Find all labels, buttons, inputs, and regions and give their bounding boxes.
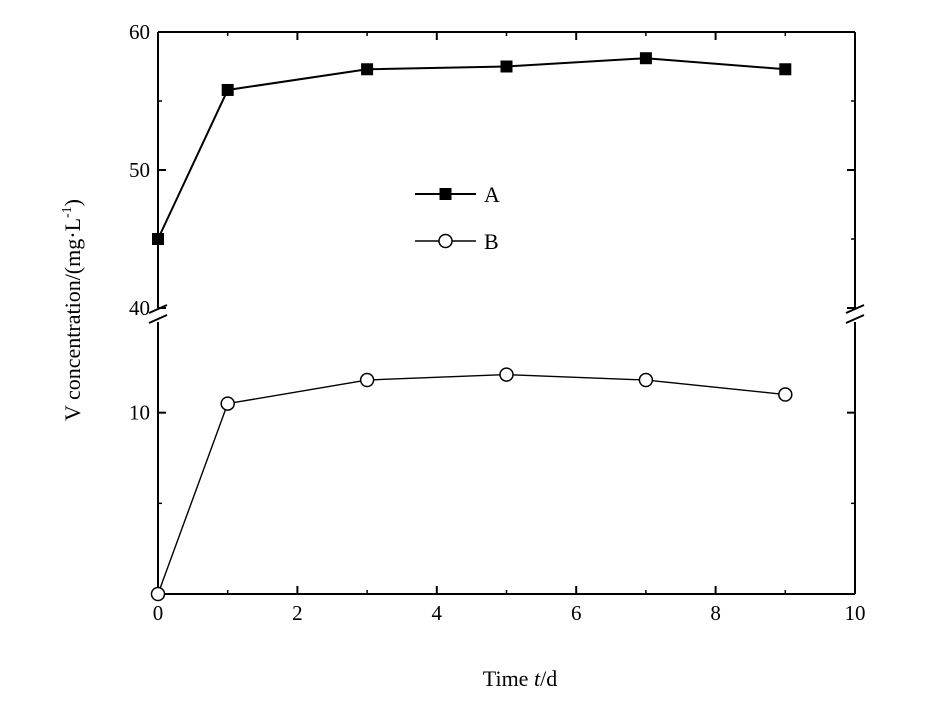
tick-labels: 0 2 4 6 8 10 40 50 60 10 [129,20,866,625]
data-point-A [639,52,652,65]
axis-ticks [157,31,856,594]
data-point-A [221,83,234,96]
series-line-B [157,373,786,595]
axis-break-left-2 [148,314,168,324]
data-point-B [638,372,654,388]
x-axis-label-suffix: /d [540,666,557,691]
legend-item-B: B [415,229,499,254]
x-axis-label-variable: t [534,666,541,691]
x-axis-label: Time t/d [483,666,557,691]
y-axis-label-main: V concentration/(mg·L [60,218,85,421]
x-tick-label: 4 [432,601,443,625]
legend-label-B: B [484,229,499,254]
axis-break-right-2 [845,314,865,324]
data-point-B [499,367,514,382]
data-point-A [500,60,513,73]
series-line-A [157,57,786,240]
x-tick-label: 0 [153,601,164,625]
data-point-B [150,586,166,602]
plot-frame [157,31,856,595]
data-point-A [361,63,374,76]
x-tick-label: 8 [710,601,721,625]
data-point-B [778,387,793,402]
data-point-B [220,396,235,411]
series-layer [150,52,793,602]
y-lower-tick-label: 10 [129,401,150,425]
legend-marker-B [438,233,453,249]
data-point-B [359,372,375,388]
legend-label-A: A [484,182,500,207]
y-axis-label-close: ) [60,199,85,206]
x-tick-label: 10 [845,601,866,625]
x-tick-label: 2 [292,601,303,625]
x-axis-label-prefix: Time [483,666,534,691]
legend: AB [415,182,500,254]
series-B [150,367,793,602]
series-A [152,52,792,245]
y-upper-tick-label: 40 [129,296,150,320]
y-upper-tick-label: 60 [129,20,150,44]
y-axis-label: V concentration/(mg·L-1) [60,199,85,421]
y-upper-tick-label: 50 [129,158,150,182]
legend-item-A: A [415,182,500,207]
x-tick-label: 6 [571,601,582,625]
y-axis-label-exponent: -1 [60,206,75,218]
data-point-A [152,233,164,245]
legend-marker-A [439,188,452,200]
axis-break-marks [148,304,865,324]
data-point-A [779,63,792,76]
